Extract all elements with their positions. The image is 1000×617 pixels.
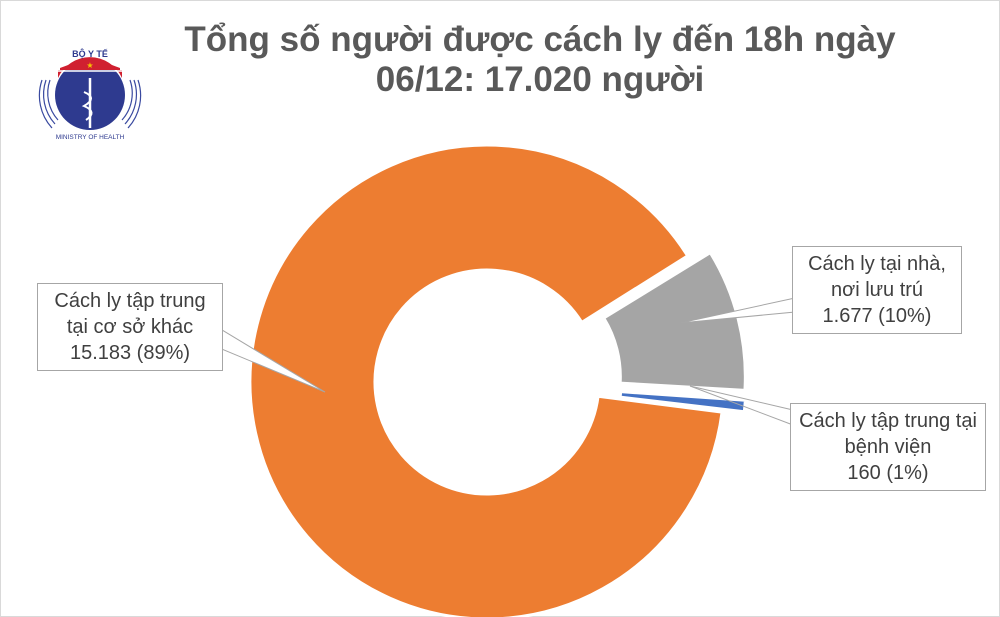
- label-line: Cách ly tại nhà,: [808, 253, 946, 275]
- label-line: Cách ly tập trung tại: [799, 410, 977, 432]
- ministry-of-health-logo: ★ BỘ Y TẾ MINISTRY OF HEALTH: [38, 48, 142, 141]
- svg-text:★: ★: [86, 61, 93, 70]
- doughnut-slice-2: [618, 390, 747, 414]
- label-line: nơi lưu trú: [830, 279, 924, 301]
- callout-pointer-hospital-a: [689, 385, 794, 411]
- data-label-hospital: Cách ly tập trung tại bệnh viện 160 (1%): [790, 403, 986, 491]
- label-line: Cách ly tập trung: [54, 290, 206, 312]
- label-value: 1.677 (10%): [822, 305, 932, 327]
- label-line: tại cơ sở khác: [66, 316, 194, 338]
- data-label-facility: Cách ly tập trung tại cơ sở khác 15.183 …: [37, 283, 223, 371]
- doughnut-slice-1: [601, 250, 747, 392]
- callout-pointer-hospital-b: [689, 385, 794, 426]
- label-value: 15.183 (89%): [69, 342, 191, 364]
- chart-title-line1: Tổng số người được cách ly đến 18h ngày: [184, 20, 896, 59]
- label-line: bệnh viện: [844, 436, 932, 458]
- data-label-home: Cách ly tại nhà, nơi lưu trú 1.677 (10%): [792, 246, 962, 334]
- chart-title-line2: 06/12: 17.020 người: [375, 60, 705, 99]
- label-value: 160 (1%): [847, 462, 929, 484]
- logo-text-bottom: MINISTRY OF HEALTH: [56, 134, 125, 141]
- logo-text-top: BỘ Y TẾ: [72, 48, 108, 59]
